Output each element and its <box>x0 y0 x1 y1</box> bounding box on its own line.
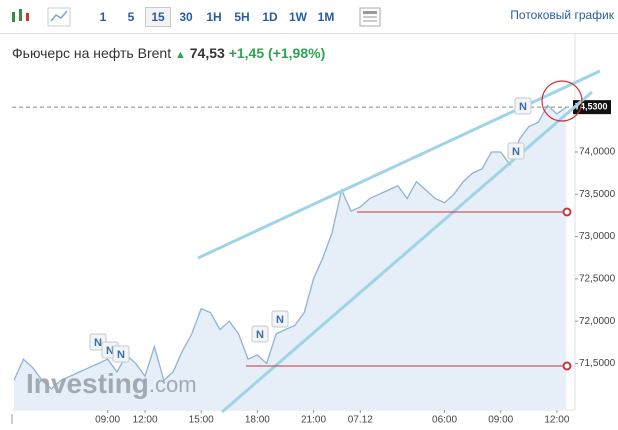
plot: 71,5000 72,0000 72,5000 73,0000 73,5000 74,00… <box>11 34 616 426</box>
x-tick-label: 12:00 <box>544 415 569 426</box>
instrument-name: Фьючерс на нефть Brent <box>12 45 172 61</box>
x-tick-label: 21:00 <box>301 415 326 426</box>
interval-button[interactable]: 5H <box>234 10 250 24</box>
news-marker[interactable] <box>251 325 269 343</box>
news-marker-label: N <box>276 314 284 326</box>
x-tick-label: 09:00 <box>95 415 120 426</box>
interval-button[interactable]: 5 <box>127 10 135 24</box>
news-marker-label: N <box>512 146 520 158</box>
area-fill <box>14 105 567 411</box>
interval-button[interactable]: 1D <box>262 10 278 24</box>
change-percent: (+1,98%) <box>268 45 326 61</box>
x-tick-label: 18:00 <box>245 415 270 426</box>
level-handle <box>562 207 572 217</box>
last-price-box <box>573 100 611 115</box>
level-handle <box>562 361 572 371</box>
y-tick-label: 73,5000 <box>579 189 616 200</box>
trend-line <box>197 69 601 260</box>
news-marker[interactable] <box>514 97 532 115</box>
x-tick-label: 12:00 <box>133 415 158 426</box>
y-tick-label: 72,5000 <box>579 274 616 285</box>
last-price-label: 74,5300 <box>575 102 608 112</box>
y-tick-label: 73,0000 <box>579 231 616 242</box>
price: 74,53 <box>189 45 225 61</box>
y-tick-label: 72,0000 <box>579 316 616 327</box>
toolbar-icons <box>12 7 71 27</box>
interval-button[interactable]: 30 <box>179 10 193 24</box>
highlight-circle <box>541 80 583 122</box>
y-tick-label: 74,0000 <box>579 147 616 158</box>
interval-button[interactable]: 1H <box>206 10 222 24</box>
x-tick-label: 09:00 <box>488 415 513 426</box>
x-tick-label: 07.12 <box>348 415 373 426</box>
interval-button[interactable]: 1M <box>317 10 335 24</box>
news-marker[interactable] <box>507 142 525 160</box>
news-marker-label: N <box>519 101 527 113</box>
news-marker[interactable] <box>271 310 289 328</box>
up-arrow: ▲ <box>174 49 186 61</box>
toolbar: 1 5 15 30 1H 5H 1D 1W 1M Потоковый графи… <box>0 0 618 34</box>
news-marker[interactable] <box>112 345 130 363</box>
news-marker-label: N <box>256 329 264 341</box>
streaming-link[interactable]: Потоковый график <box>510 8 614 22</box>
interval-button[interactable]: 1 <box>99 10 107 24</box>
trend-line <box>221 90 593 414</box>
x-tick-label: 15:00 <box>189 415 214 426</box>
interval-button[interactable]: 15 <box>145 7 171 27</box>
watermark: Investing.com <box>26 368 197 399</box>
instrument-header: Фьючерс на нефть Brent ▲ 74,53 +1,45 (+1… <box>12 45 325 61</box>
news-marker-label: N <box>117 349 125 361</box>
y-tick-label: 71,5000 <box>579 358 616 369</box>
change: +1,45 <box>228 45 265 61</box>
x-tick-label: 06:00 <box>432 415 457 426</box>
price-line <box>13 104 567 390</box>
news-marker-label: N <box>94 337 102 349</box>
news-marker-label: N <box>106 345 114 357</box>
settings-icon[interactable] <box>359 7 381 27</box>
interval-button[interactable]: 1W <box>289 10 307 24</box>
